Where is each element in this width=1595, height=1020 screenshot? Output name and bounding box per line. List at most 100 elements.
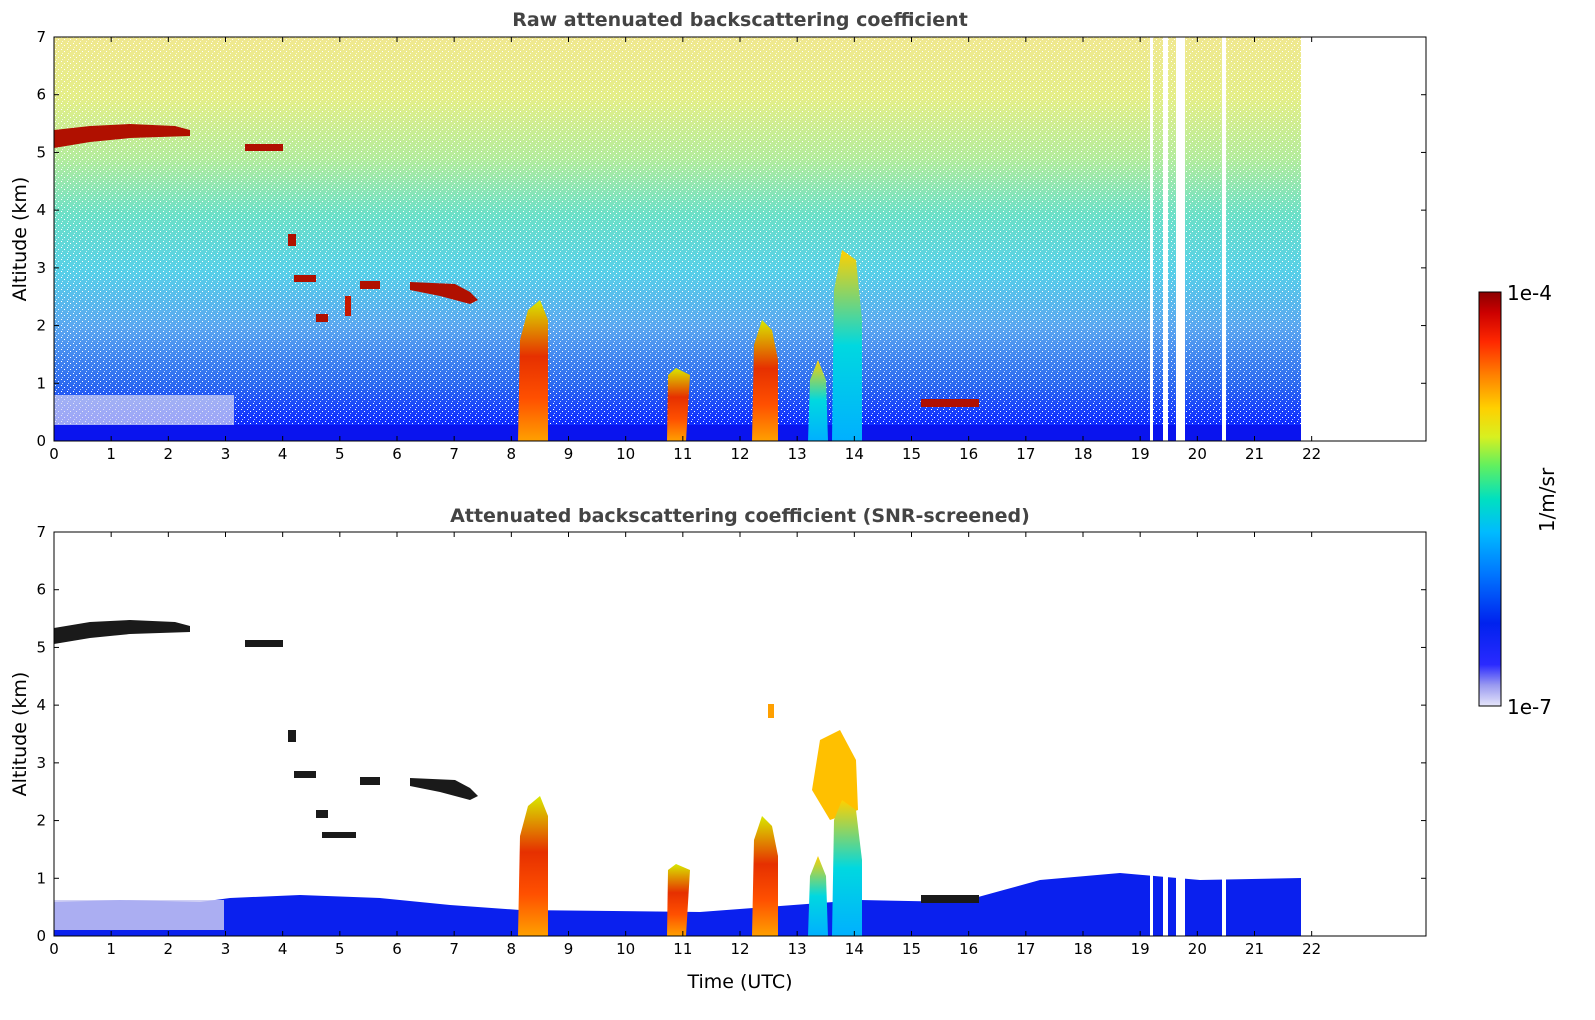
raw-x-tick-label: 7 (449, 445, 459, 463)
screened-x-tick-label: 2 (164, 940, 174, 958)
screened-x-tick-label: 7 (449, 940, 459, 958)
raw-panel-title: Raw attenuated backscattering coefficien… (512, 9, 968, 31)
data-gap (1176, 37, 1185, 441)
data-gap (1222, 870, 1226, 936)
raw-x-tick-label: 16 (959, 445, 978, 463)
raw-x-tick-label: 10 (616, 445, 635, 463)
screened-x-tick-label: 21 (1245, 940, 1264, 958)
screened-x-tick-label: 17 (1016, 940, 1035, 958)
cloud-layer-5km (245, 144, 283, 151)
precip-plume-12h (752, 320, 778, 441)
raw-x-tick-label: 2 (164, 445, 174, 463)
raw-axes: 0 1 2 3 4 5 6 7 8 9 10 11 12 13 14 15 16 17 18 19 20 21 220123… (36, 28, 1426, 463)
raw-y-tick-label: 0 (36, 432, 46, 450)
raw-y-tick-label: 3 (36, 259, 46, 277)
colorbar-min-label: 1e-7 (1507, 695, 1552, 719)
screened-y-tick-label: 7 (36, 523, 46, 541)
screened-x-tick-label: 6 (392, 940, 402, 958)
data-gap (1222, 37, 1226, 441)
screened-y-tick-label: 3 (36, 754, 46, 772)
data-gap (1163, 37, 1168, 441)
screened-x-tick-label: 5 (335, 940, 345, 958)
screened-y-tick-label: 2 (36, 812, 46, 830)
screened-x-tick-label: 3 (221, 940, 231, 958)
screened-x-tick-label: 14 (845, 940, 864, 958)
raw-y-axis-label: Altitude (km) (9, 177, 31, 302)
raw-x-tick-label: 20 (1188, 445, 1207, 463)
precip-plume-11h (667, 368, 690, 441)
data-gap (1150, 870, 1153, 936)
data-gap (1176, 870, 1185, 936)
precip-plume-14h (832, 250, 862, 441)
raw-y-tick-label: 6 (36, 86, 46, 104)
cloud-layer-2.6km (410, 282, 478, 304)
screened-cloud-5km (245, 640, 283, 647)
raw-y-tick-label: 5 (36, 143, 46, 161)
screened-x-tick-label: 20 (1188, 940, 1207, 958)
cloud-layer-5km (54, 124, 190, 148)
screened-panel-title: Attenuated backscattering coefficient (S… (450, 505, 1030, 527)
raw-x-tick-label: 17 (1016, 445, 1035, 463)
screened-plume-14h (832, 800, 862, 936)
screened-x-tick-label: 12 (730, 940, 749, 958)
screened-y-tick-label: 0 (36, 927, 46, 945)
data-gap (1150, 37, 1153, 441)
screened-cloud-2.8km (360, 777, 380, 785)
screened-x-tick-label: 1 (106, 940, 116, 958)
cloud-patch (316, 314, 328, 322)
screened-x-tick-label: 19 (1131, 940, 1150, 958)
screened-boundary-layer (54, 873, 1301, 936)
screened-cloud-patch (768, 704, 774, 718)
screened-axes: 0 1 2 3 4 5 6 7 8 9 10 11 12 13 14 15 16 17 18 19 20 21 220123… (36, 523, 1426, 958)
raw-x-tick-label: 6 (392, 445, 402, 463)
screened-x-tick-label: 15 (902, 940, 921, 958)
raw-x-tick-label: 22 (1302, 445, 1321, 463)
raw-x-tick-label: 4 (278, 445, 288, 463)
raw-x-tick-label: 13 (788, 445, 807, 463)
colorbar-unit-label: 1/m/sr (1535, 467, 1559, 532)
cloud-layer-2.8km (360, 281, 380, 289)
screened-cloud-patch (288, 730, 296, 742)
x-axis-label: Time (UTC) (686, 971, 792, 993)
screened-x-tick-label: 18 (1073, 940, 1092, 958)
colorbar-max-label: 1e-4 (1507, 281, 1552, 305)
screened-cloud-2.6km (410, 778, 478, 800)
screened-cloud-patch (316, 810, 328, 818)
screened-aerosol-haze (54, 900, 224, 930)
raw-y-tick-label: 7 (36, 28, 46, 46)
colorbar: 1e-4 1e-7 1/m/sr (1478, 281, 1559, 719)
screened-cloud-2.8km (294, 771, 316, 778)
raw-x-tick-label: 18 (1073, 445, 1092, 463)
cloud-layer-0.6km (921, 399, 979, 407)
raw-x-tick-label: 3 (221, 445, 231, 463)
raw-x-tick-label: 21 (1245, 445, 1264, 463)
screened-x-tick-label: 16 (959, 940, 978, 958)
screened-y-tick-label: 6 (36, 581, 46, 599)
screened-x-tick-label: 22 (1302, 940, 1321, 958)
screened-backscatter-panel: Attenuated backscattering coefficient (S… (9, 505, 1427, 993)
screened-x-tick-label: 10 (616, 940, 635, 958)
raw-backscatter-panel: Raw attenuated backscattering coefficien… (9, 9, 1427, 463)
screened-y-axis-label: Altitude (km) (9, 672, 31, 797)
data-gap (1163, 870, 1168, 936)
screened-plot-frame (53, 531, 1427, 937)
cloud-patch (345, 296, 351, 316)
cloud-patch (288, 234, 296, 246)
raw-x-tick-label: 1 (106, 445, 116, 463)
cloud-layer-2.8km (294, 275, 316, 282)
raw-y-tick-label: 2 (36, 317, 46, 335)
raw-x-tick-label: 5 (335, 445, 345, 463)
screened-x-tick-label: 8 (507, 940, 517, 958)
screened-x-tick-label: 0 (49, 940, 59, 958)
raw-x-tick-label: 14 (845, 445, 864, 463)
screened-y-tick-label: 1 (36, 869, 46, 887)
screened-plume-13h (808, 856, 828, 936)
screened-y-tick-label: 5 (36, 638, 46, 656)
screened-plume-11h (667, 864, 690, 936)
screened-cloud-0.6km (921, 895, 979, 903)
screened-plume-12h (752, 816, 778, 936)
precip-plume-13h (808, 360, 828, 441)
colorbar-gradient (1478, 291, 1502, 707)
screened-plume-8h (518, 796, 548, 936)
